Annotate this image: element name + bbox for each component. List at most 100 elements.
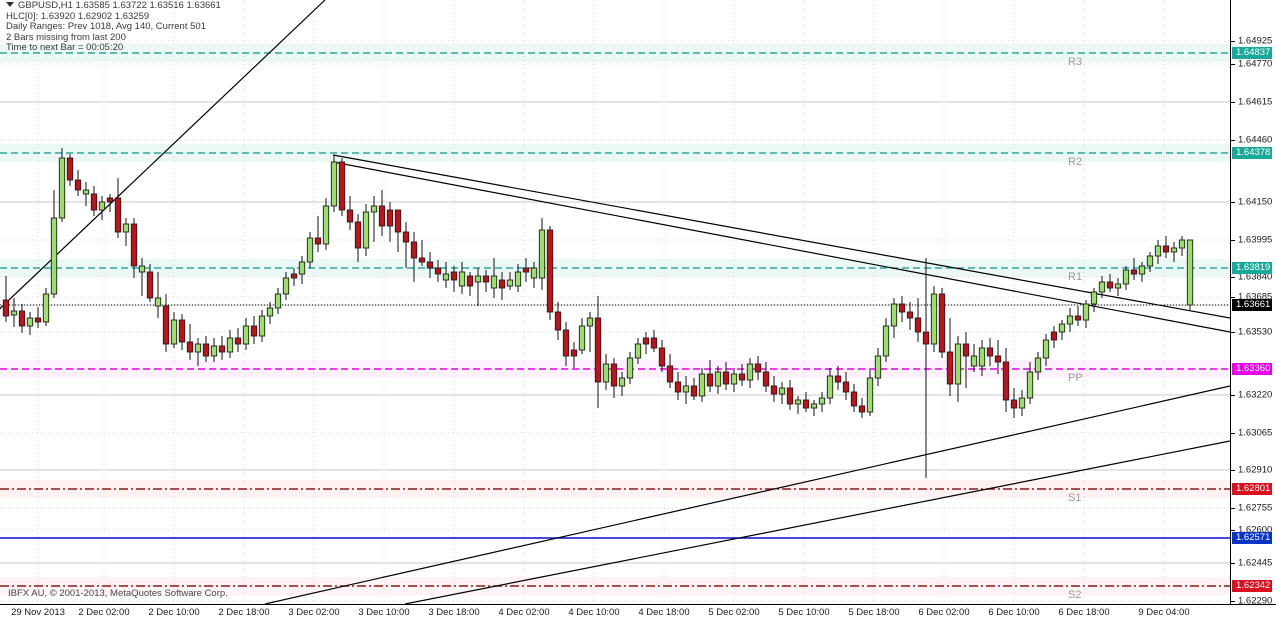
candle-body — [490, 275, 498, 289]
candlestick — [970, 344, 978, 372]
time-tick-label: 5 Dec 02:00 — [708, 607, 760, 618]
candlestick — [186, 324, 194, 360]
candle-body — [994, 355, 1002, 363]
candlestick — [506, 272, 514, 290]
candle-body — [242, 325, 250, 345]
candlestick — [762, 362, 770, 392]
candlestick — [226, 330, 234, 358]
candlestick — [570, 342, 578, 368]
candlestick — [10, 298, 18, 327]
candlestick — [330, 155, 338, 212]
candle-body — [50, 217, 58, 295]
candle-body — [970, 355, 978, 367]
candlestick — [874, 348, 882, 386]
candle-body — [874, 355, 882, 379]
price-chip-bid: 1.62571 — [1232, 532, 1273, 544]
candle-body — [1138, 265, 1146, 275]
candle-body — [1154, 245, 1162, 257]
candle-body — [922, 331, 930, 345]
price-tick-label: 1.62755 — [1238, 502, 1273, 514]
trendline-falling-lower[interactable] — [332, 161, 1230, 333]
candlestick — [250, 316, 258, 344]
candlestick — [466, 272, 474, 296]
candlestick — [954, 336, 962, 402]
candle-body — [170, 319, 178, 345]
candle-body — [218, 345, 226, 353]
candle-body — [1122, 269, 1130, 285]
candle-body — [226, 337, 234, 353]
candle-body — [506, 279, 514, 287]
time-to-next-bar-line: Time to next Bar = 00:05:20 — [6, 42, 124, 54]
candlestick — [34, 307, 42, 328]
candle-body — [202, 343, 210, 357]
candlestick — [1026, 362, 1034, 404]
candle-body — [1042, 339, 1050, 359]
candlestick — [1042, 334, 1050, 366]
candle-body — [978, 347, 986, 367]
candle-body — [138, 265, 146, 273]
time-tick-label: 5 Dec 18:00 — [848, 607, 900, 618]
candlestick — [282, 272, 290, 300]
time-axis[interactable]: 29 Nov 2013 2 Dec 02:00 2 Dec 10:00 2 Dec 1… — [0, 604, 1276, 619]
candlestick — [746, 358, 754, 388]
price-tick — [1231, 140, 1235, 141]
candlestick — [298, 256, 306, 284]
pivot-band-r2 — [0, 144, 1230, 162]
price-tick — [1231, 202, 1235, 203]
candle-body — [1090, 291, 1098, 305]
candle-body — [106, 197, 114, 203]
candlestick — [1058, 320, 1066, 340]
candlestick — [594, 296, 602, 408]
candle-body — [1106, 281, 1114, 289]
candlestick — [314, 216, 322, 252]
candlestick — [610, 358, 618, 398]
candle-body — [306, 237, 314, 263]
candlestick — [138, 258, 146, 296]
candle-body — [698, 373, 706, 397]
price-axis[interactable]: 1.64925 1.64770 1.64615 1.64460 1.64150 1.639… — [1230, 0, 1276, 607]
candlestick — [114, 178, 122, 238]
candle-body — [514, 271, 522, 287]
trendline-falling-upper[interactable] — [332, 154, 1230, 319]
time-tick-label: 6 Dec 18:00 — [1058, 607, 1110, 618]
candlestick — [1178, 236, 1186, 256]
candlestick — [410, 232, 418, 282]
candlestick — [602, 354, 610, 390]
candle-body — [610, 363, 618, 387]
candle-body — [1146, 255, 1154, 267]
candlestick — [778, 382, 786, 404]
candle-body — [674, 381, 682, 393]
candlestick — [1034, 352, 1042, 380]
candlestick — [962, 332, 970, 388]
candle-body — [554, 311, 562, 331]
trendline-rising-upper-old[interactable] — [0, 0, 326, 318]
candle-body — [546, 229, 554, 313]
candlestick — [154, 272, 162, 318]
candle-body — [938, 293, 946, 353]
candle-body — [906, 311, 914, 319]
price-tick — [1231, 433, 1235, 434]
candlestick — [530, 262, 538, 288]
candlestick — [386, 202, 394, 242]
candle-body — [882, 325, 890, 357]
price-chip-r1: 1.63819 — [1232, 262, 1273, 274]
chart-plot-area[interactable]: R3 R2 R1 PP S1 S2 GBPUSD,H1 1.63585 1.63722 1… — [0, 0, 1230, 604]
candlestick — [754, 356, 762, 380]
time-tick-label: 29 Nov 2013 — [11, 607, 65, 618]
candle-body — [1058, 323, 1066, 333]
candle-body — [538, 229, 546, 279]
trendline-rising-lower-1[interactable] — [264, 385, 1230, 604]
candlestick — [202, 336, 210, 362]
price-chip-r3: 1.64837 — [1232, 47, 1273, 59]
candlestick — [426, 252, 434, 278]
candlestick — [914, 298, 922, 342]
trendline-rising-lower-2[interactable] — [404, 440, 1230, 604]
time-tick-label: 6 Dec 10:00 — [988, 607, 1040, 618]
triangle-down-icon[interactable] — [6, 2, 14, 7]
candle-body — [426, 261, 434, 269]
candle-body — [330, 161, 338, 207]
candlestick — [1090, 288, 1098, 312]
candle-body — [1162, 245, 1170, 253]
candlestick — [210, 338, 218, 362]
candlestick — [786, 380, 794, 410]
